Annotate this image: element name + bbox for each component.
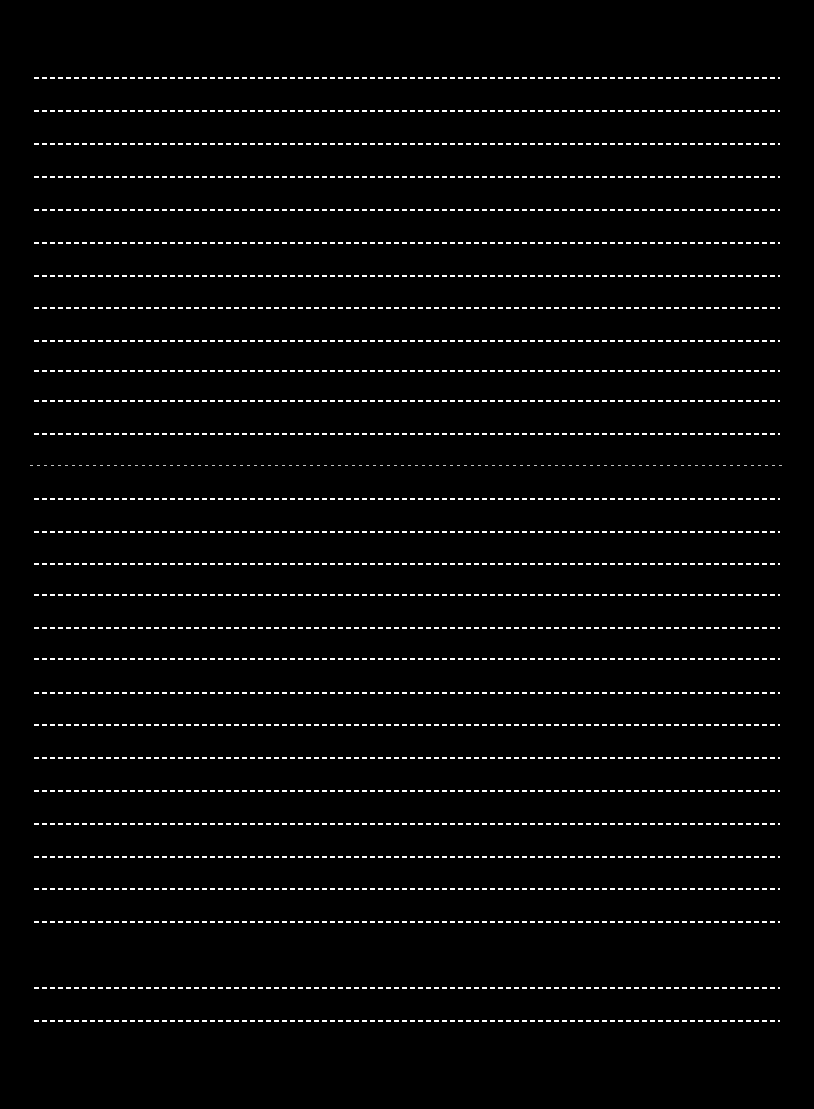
ruled-line — [34, 594, 780, 596]
ruled-line — [34, 724, 780, 726]
ruled-line — [34, 209, 780, 211]
ruled-line — [34, 498, 780, 500]
ruled-line — [34, 563, 780, 565]
ruled-line — [34, 531, 780, 533]
ruled-line — [34, 110, 780, 112]
ruled-line — [34, 77, 780, 79]
ruled-line — [34, 370, 780, 372]
ruled-line — [34, 790, 780, 792]
ruled-line — [34, 757, 780, 759]
ruled-line — [34, 856, 780, 858]
ruled-line — [34, 692, 780, 694]
ruled-line — [34, 340, 780, 342]
ruled-line — [34, 242, 780, 244]
ruled-line — [34, 987, 780, 989]
ruled-line — [34, 658, 780, 660]
ruled-line — [30, 465, 784, 466]
ruled-line — [34, 627, 780, 629]
ruled-line — [34, 307, 780, 309]
ruled-line — [34, 143, 780, 145]
ruled-line — [34, 921, 780, 923]
lined-paper-template — [0, 0, 814, 1109]
ruled-line — [34, 400, 780, 402]
ruled-line — [34, 275, 780, 277]
ruled-line — [34, 1020, 780, 1022]
ruled-line — [34, 888, 780, 890]
ruled-line — [34, 176, 780, 178]
ruled-line — [34, 823, 780, 825]
ruled-line — [34, 433, 780, 435]
